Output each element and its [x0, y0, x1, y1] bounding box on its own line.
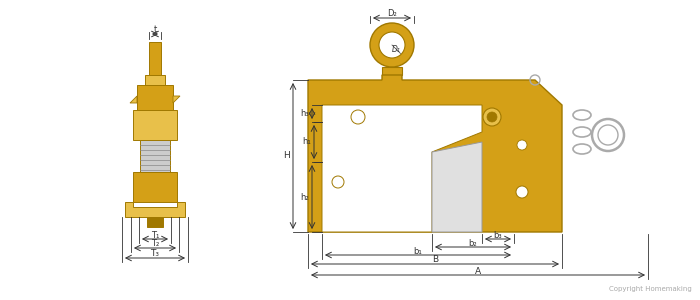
Text: b₃: b₃ — [494, 230, 503, 239]
Circle shape — [483, 108, 501, 126]
Polygon shape — [137, 85, 173, 110]
Text: h₂: h₂ — [301, 193, 309, 202]
Polygon shape — [432, 142, 482, 232]
Text: T₂: T₂ — [151, 239, 159, 248]
Text: t: t — [153, 26, 157, 34]
Text: T₁: T₁ — [150, 230, 159, 239]
Text: B: B — [432, 256, 438, 265]
Polygon shape — [322, 105, 482, 232]
Circle shape — [332, 176, 344, 188]
Circle shape — [517, 140, 527, 150]
Circle shape — [487, 112, 497, 122]
Text: A: A — [475, 266, 481, 275]
Text: b₂: b₂ — [469, 238, 477, 247]
Text: b₁: b₁ — [414, 247, 422, 256]
Text: D₂: D₂ — [387, 10, 397, 19]
Polygon shape — [130, 96, 137, 103]
Polygon shape — [382, 67, 402, 75]
Circle shape — [351, 110, 365, 124]
Text: h₃: h₃ — [301, 109, 309, 118]
Circle shape — [516, 186, 528, 198]
Text: T₃: T₃ — [150, 250, 160, 259]
Polygon shape — [147, 217, 163, 227]
Text: Copyright Homemaking: Copyright Homemaking — [609, 286, 692, 292]
Polygon shape — [173, 96, 180, 103]
Polygon shape — [149, 42, 161, 75]
Polygon shape — [133, 172, 177, 202]
Polygon shape — [133, 110, 177, 140]
Text: h₁: h₁ — [302, 137, 312, 146]
Text: D₁: D₁ — [391, 44, 400, 53]
Polygon shape — [308, 75, 562, 232]
Text: H: H — [283, 152, 289, 160]
Circle shape — [379, 32, 405, 58]
Polygon shape — [125, 202, 185, 217]
Circle shape — [370, 23, 414, 67]
Polygon shape — [145, 75, 165, 85]
Polygon shape — [140, 140, 170, 172]
